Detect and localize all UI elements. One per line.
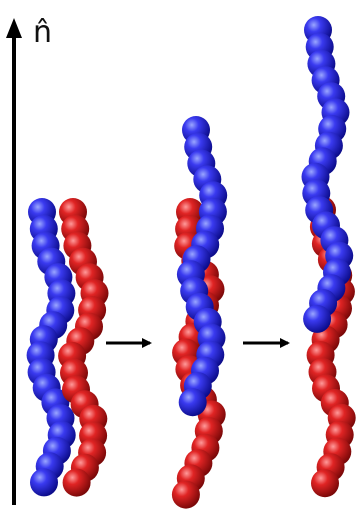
director-axis	[6, 18, 22, 505]
chain-a	[26, 198, 76, 497]
chain-a	[176, 116, 228, 417]
bead	[311, 469, 339, 498]
chain-a	[301, 16, 354, 333]
axis-arrowhead-icon	[6, 18, 22, 38]
bead	[62, 468, 91, 497]
chain-b	[58, 198, 109, 497]
bead	[303, 304, 332, 333]
panel-initial	[26, 198, 109, 497]
panel-intermediate	[171, 116, 228, 509]
panel-final	[301, 16, 356, 498]
bead	[171, 480, 200, 509]
bead	[30, 468, 58, 497]
director-label: n̂	[33, 15, 53, 50]
bead	[178, 388, 207, 417]
